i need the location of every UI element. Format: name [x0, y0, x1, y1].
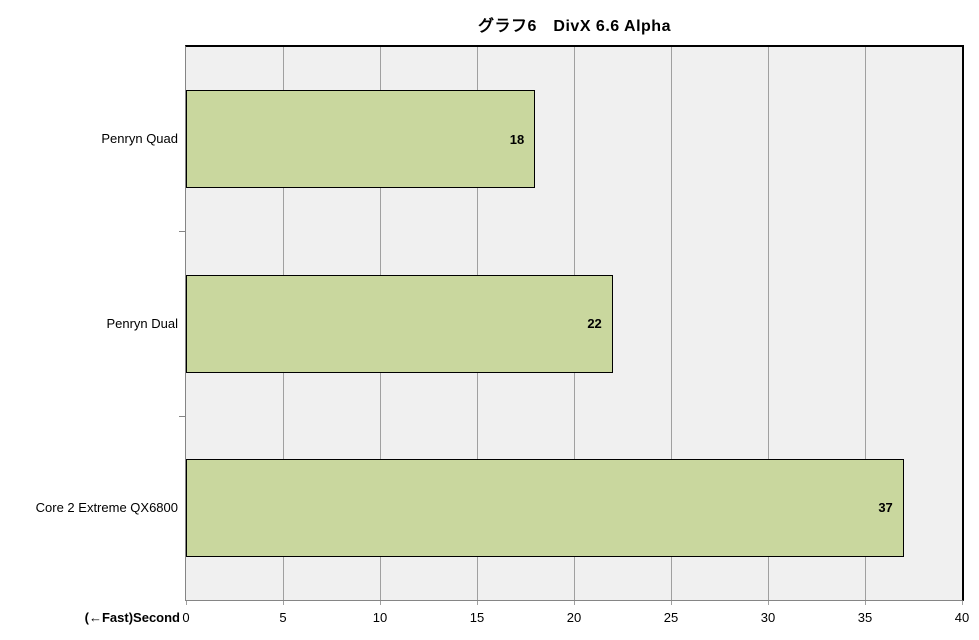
x-tick-label: 15	[469, 610, 485, 625]
x-tick-label: 5	[279, 610, 287, 625]
x-tick-label: 30	[760, 610, 776, 625]
x-axis-tick	[671, 601, 672, 605]
plot-area: 18 22 37	[185, 45, 964, 601]
bar-value-label: 22	[587, 316, 602, 331]
x-axis-tick	[186, 601, 187, 605]
bar: 18	[186, 90, 536, 189]
x-axis-tick	[283, 601, 284, 605]
x-axis-tick	[574, 601, 575, 605]
x-tick-label: 20	[566, 610, 582, 625]
x-axis-tick	[477, 601, 478, 605]
category-label: Penryn Quad	[101, 131, 178, 147]
x-axis-tick	[768, 601, 769, 605]
x-tick-label: 40	[954, 610, 970, 625]
x-axis-tick	[380, 601, 381, 605]
gridline	[768, 47, 769, 600]
gridline	[865, 47, 866, 600]
x-axis-label: (←Fast)Second	[84, 610, 180, 625]
x-axis-tick	[865, 601, 866, 605]
gridline	[671, 47, 672, 600]
y-axis-tick	[179, 415, 185, 417]
bar: 22	[186, 274, 613, 373]
x-tick-label: 0	[182, 610, 190, 625]
category-label: Core 2 Extreme QX6800	[35, 499, 178, 515]
x-tick-label: 25	[663, 610, 679, 625]
category-label: Penryn Dual	[106, 315, 178, 331]
y-axis-tick	[179, 231, 185, 233]
bar-value-label: 37	[878, 500, 893, 516]
x-tick-label: 35	[857, 610, 873, 625]
bar: 37	[186, 458, 904, 557]
chart-title: グラフ6 DivX 6.6 Alpha	[478, 18, 671, 35]
x-tick-label: 10	[372, 610, 388, 625]
bar-value-label: 18	[509, 131, 525, 147]
x-axis-tick	[962, 601, 963, 605]
